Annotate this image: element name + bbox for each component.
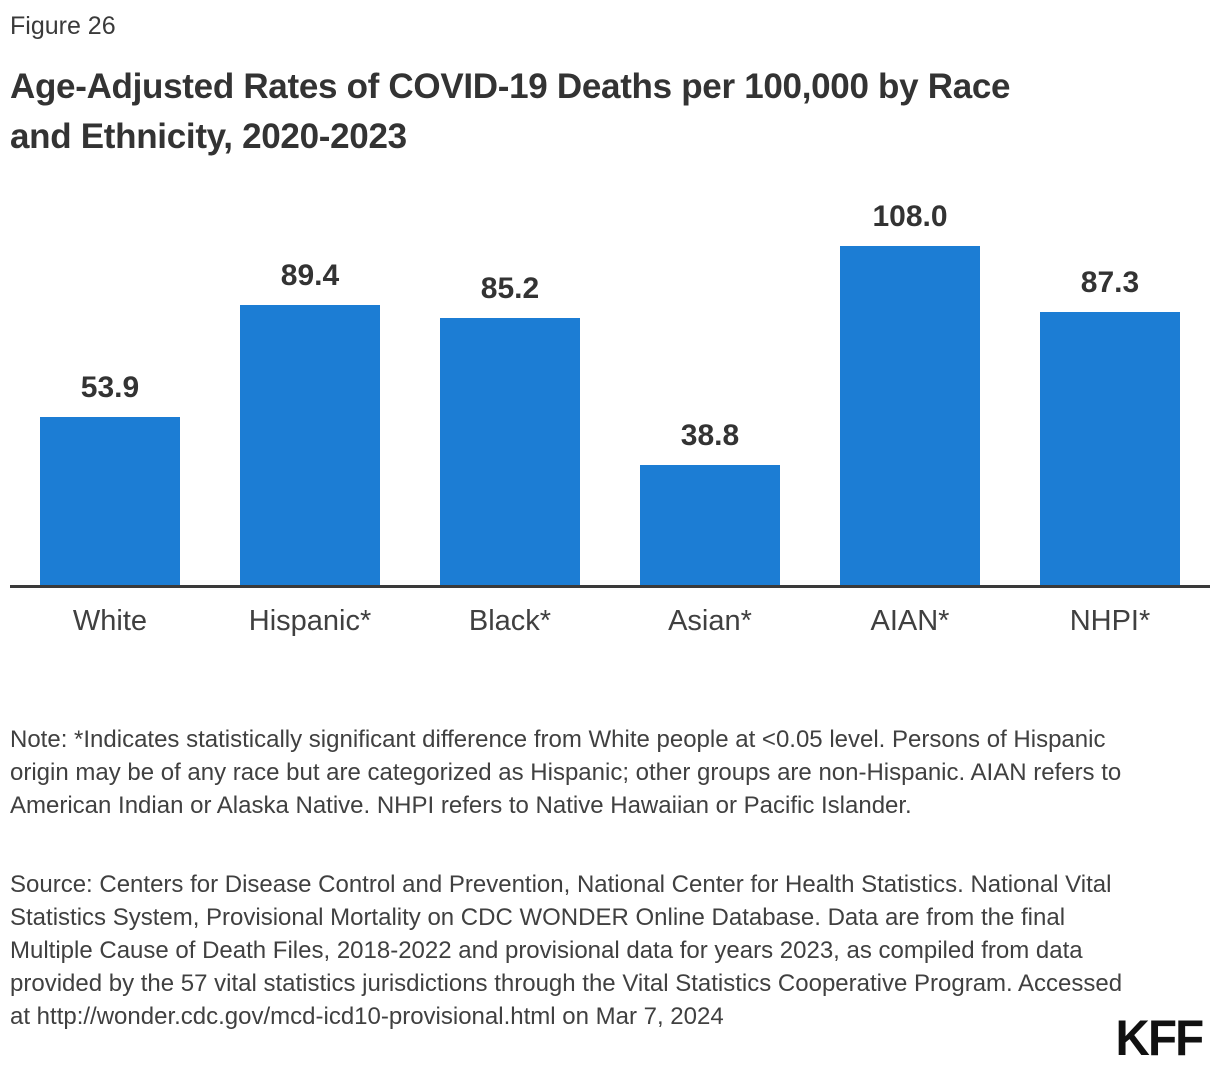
x-axis-line <box>10 585 1210 588</box>
bar-column-black: 85.2 <box>410 190 610 588</box>
bar-column-asian: 38.8 <box>610 190 810 588</box>
x-axis-label-aian: AIAN* <box>870 605 950 637</box>
chart-title: Age-Adjusted Rates of COVID-19 Deaths pe… <box>10 62 1210 162</box>
x-axis-label-hispanic: Hispanic* <box>248 605 372 637</box>
bar-hispanic <box>240 305 380 588</box>
bar-column-hispanic: 89.4 <box>210 190 410 588</box>
bar-column-nhpi: 87.3 <box>1010 190 1210 588</box>
kff-logo: KFF <box>1115 1010 1204 1066</box>
chart-title-line-2: and Ethnicity, 2020-2023 <box>10 117 407 156</box>
bar-black <box>440 318 580 588</box>
value-label-nhpi: 87.3 <box>1080 266 1140 299</box>
chart-title-line-1: Age-Adjusted Rates of COVID-19 Deaths pe… <box>10 67 1011 106</box>
figure-label: Figure 26 <box>10 12 116 40</box>
value-label-hispanic: 89.4 <box>280 259 340 292</box>
bar-column-white: 53.9 <box>10 190 210 588</box>
x-axis-label-nhpi: NHPI* <box>1069 605 1151 637</box>
note-text: Note: *Indicates statistically significa… <box>10 726 1122 819</box>
value-label-asian: 38.8 <box>680 419 740 452</box>
plot-area: 53.9 89.4 85.2 38.8 108.0 87.3 <box>10 190 1210 588</box>
source-text: Source: Centers for Disease Control and … <box>10 871 1123 1030</box>
value-label-white: 53.9 <box>80 371 140 404</box>
bar-asian <box>640 465 780 588</box>
bar-column-aian: 108.0 <box>810 190 1010 588</box>
x-axis-label-white: White <box>72 605 148 637</box>
value-label-aian: 108.0 <box>872 200 948 233</box>
x-axis-label-asian: Asian* <box>668 605 752 637</box>
x-axis-labels: White Hispanic* Black* Asian* AIAN* NHPI* <box>10 600 1210 642</box>
x-axis-label-black: Black* <box>468 605 552 637</box>
bar-white <box>40 417 180 588</box>
value-label-black: 85.2 <box>480 272 540 305</box>
bar-aian <box>840 246 980 588</box>
bar-nhpi <box>1040 312 1180 588</box>
